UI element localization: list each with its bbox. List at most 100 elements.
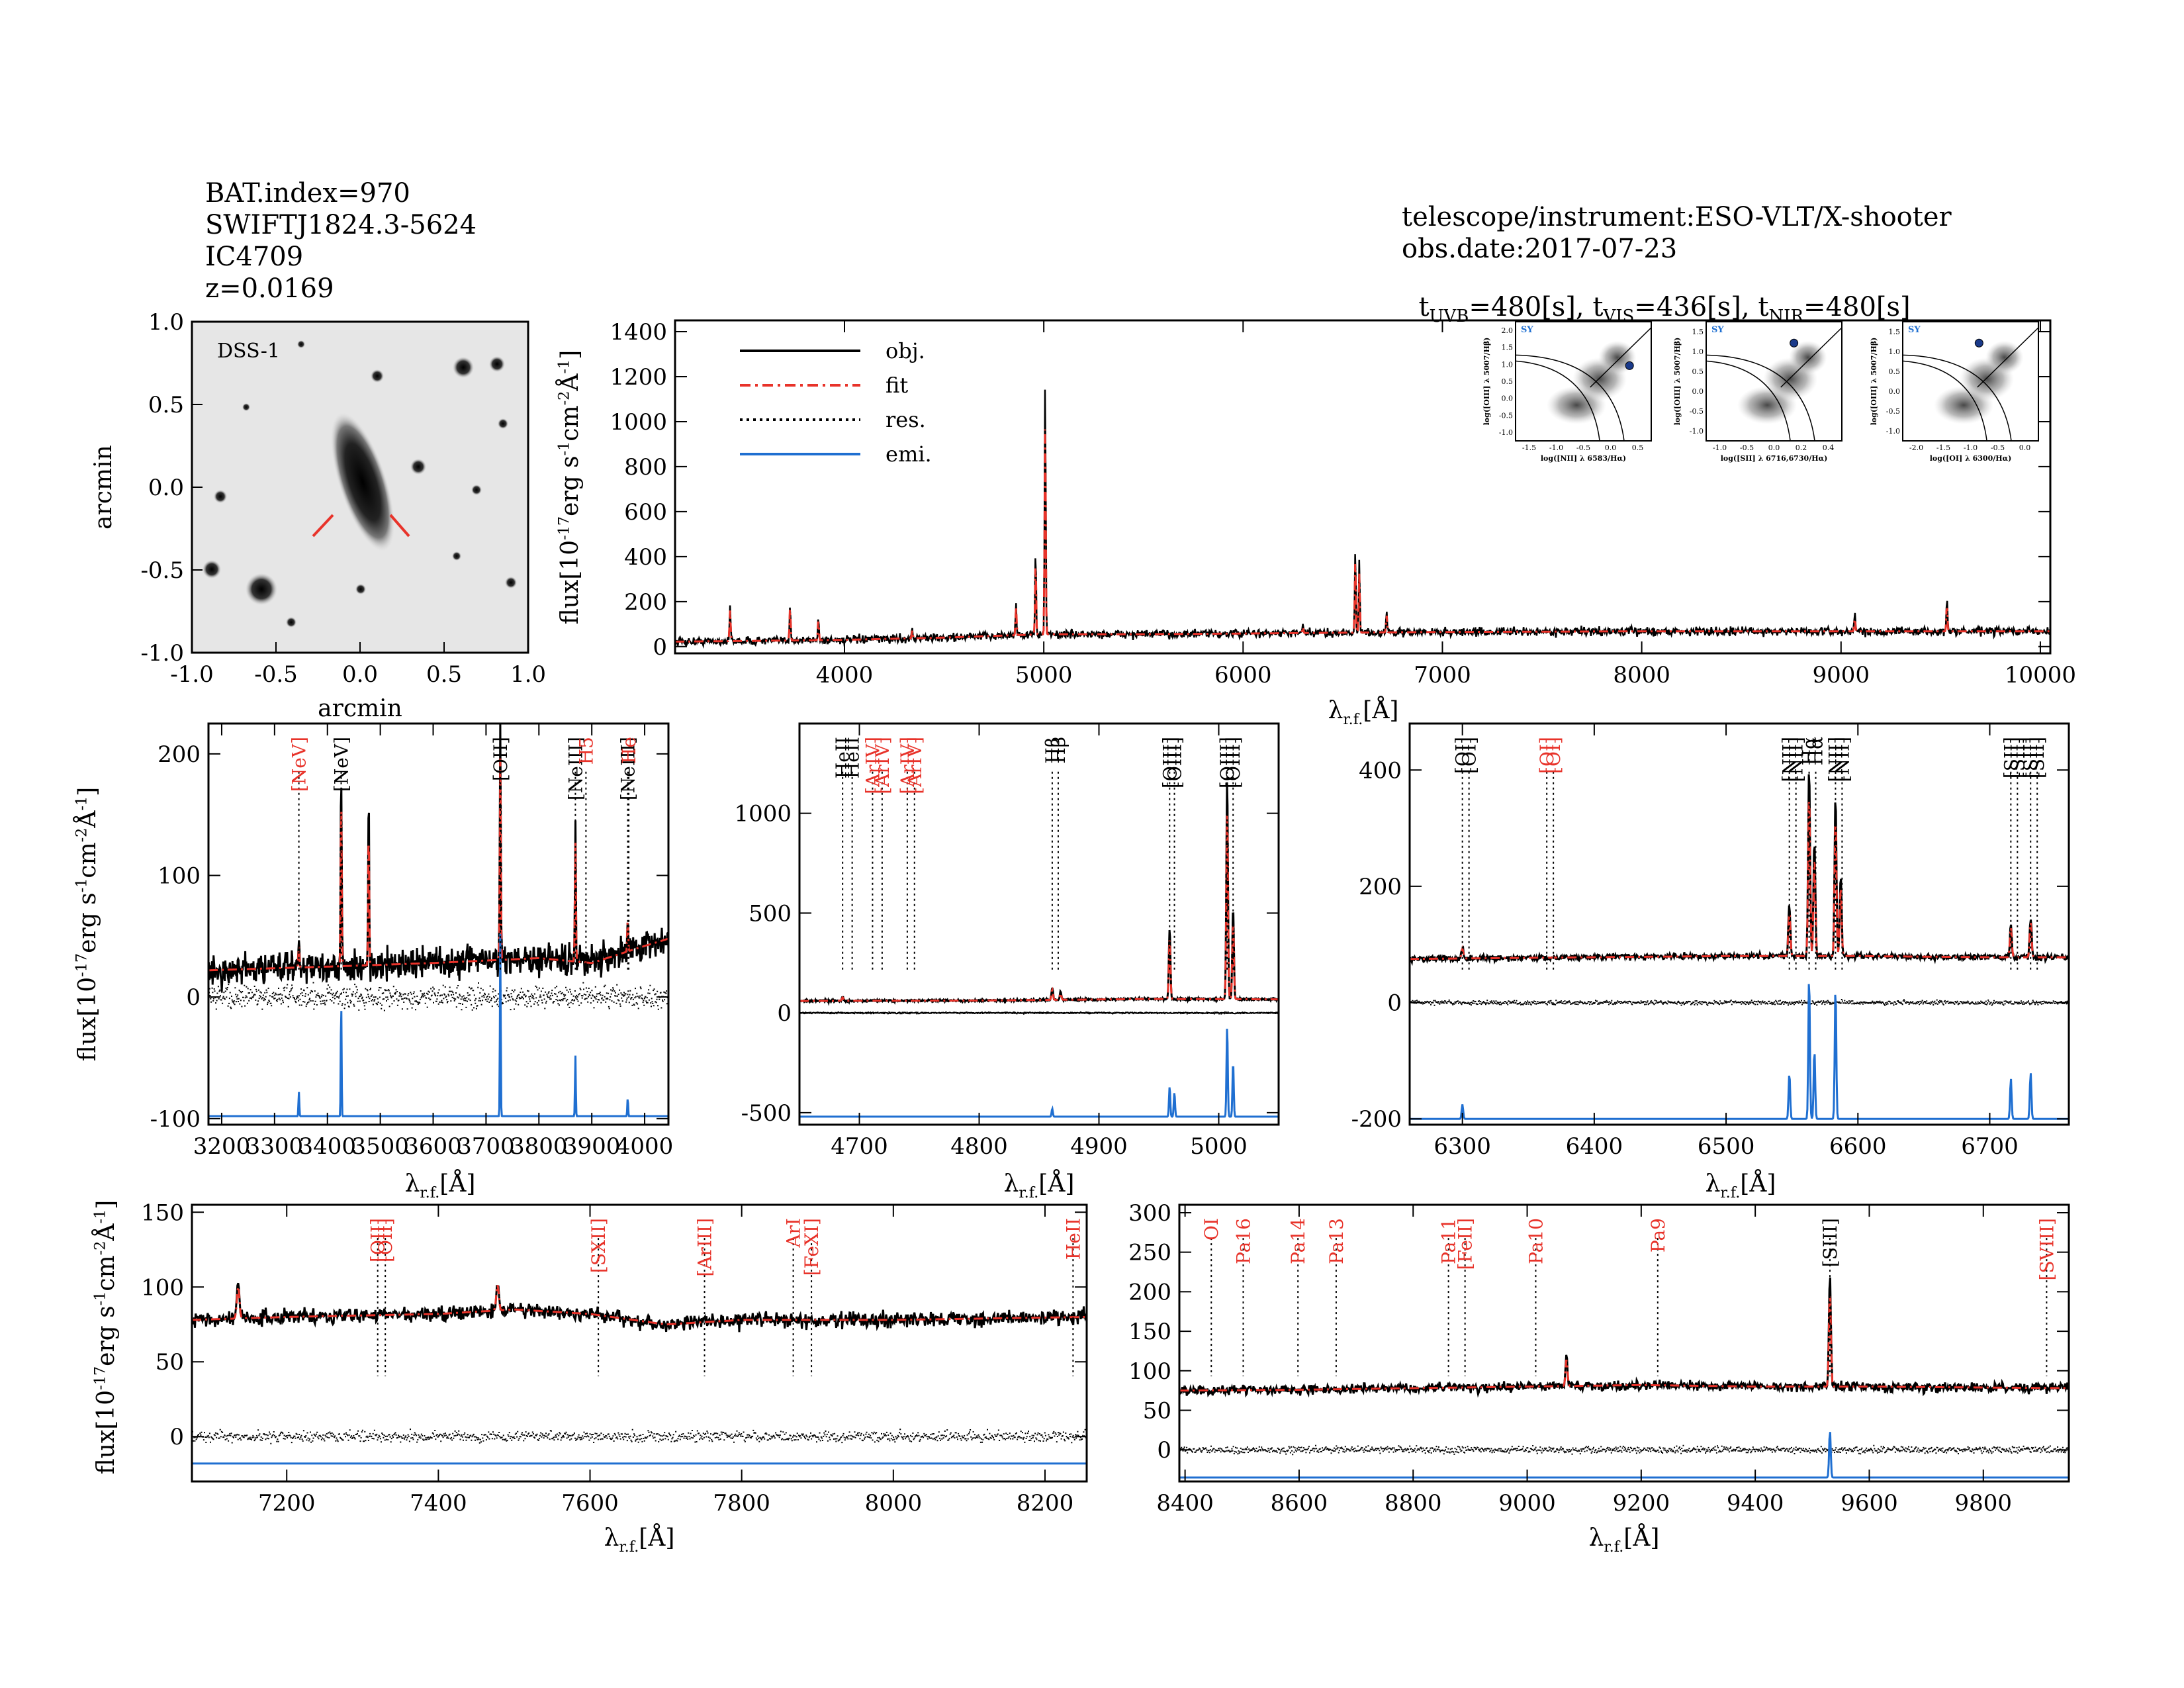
y-tick-label: 1200	[610, 364, 667, 391]
x-tick-label: 9400	[1727, 1490, 1784, 1517]
flux-label-part: flux[10	[74, 977, 101, 1061]
bpt-curve	[1515, 360, 1600, 442]
flux-label-part: erg s	[74, 892, 101, 953]
line-marker-label: [OII]	[367, 1218, 389, 1262]
line-marker-label: Pa13	[1326, 1218, 1347, 1264]
y-tick-label: 200	[158, 741, 201, 768]
t-vis: t	[1584, 292, 1604, 322]
legend-label: fit	[886, 373, 908, 398]
x-tick-label: 9800	[1955, 1490, 2013, 1517]
bpt-x-tick-label: -2.0	[1909, 444, 1923, 452]
line-marker-label: Hα	[1805, 737, 1827, 765]
dss-image-panel: DSS-1 -1.0 -0.5 0.0 0.5 1.01.00.50.0-0.5-1.0…	[90, 309, 546, 722]
star-marker	[214, 490, 227, 503]
object-spectrum	[799, 782, 1279, 1006]
line-marker-label: Hβ	[1042, 737, 1064, 764]
slit-marker-right	[389, 514, 410, 538]
object-spectrum	[675, 389, 2050, 649]
y-tick-label: -100	[150, 1106, 201, 1133]
y-tick-label: -1.0	[140, 640, 184, 667]
flux-label-part: cm	[74, 842, 101, 878]
line-marker-label: [OI]	[1543, 737, 1565, 774]
line-marker-label: [ArIV]	[904, 737, 926, 794]
dss-xlabel: arcmin	[318, 695, 402, 722]
x-tick-label: 9200	[1613, 1490, 1670, 1517]
galaxy-blob	[330, 412, 395, 552]
swift-name: SWIFTJ1824.3-5624	[205, 210, 477, 240]
lambda-subscript: r.f.	[619, 1538, 639, 1556]
flux-label-part: -17	[73, 953, 90, 977]
bpt-ylabel: log([OIII] λ 5007/Hβ)	[1870, 338, 1878, 426]
bat-index: BAT.index=970	[205, 178, 410, 209]
y-tick-label: -0.5	[140, 557, 184, 584]
x-tick-label: -1.0	[170, 661, 214, 688]
x-tick-label: 3900	[563, 1133, 621, 1160]
line-marker-label: Pa11	[1438, 1218, 1460, 1264]
y-tick-label: 200	[1128, 1279, 1171, 1305]
bpt-y-tick-label: -0.5	[1499, 411, 1513, 420]
full-spectrum-panel: 4000 5000 6000 7000 8000 9000 10000 0 200 400 600 8…	[555, 319, 2076, 728]
flux-label-part: -17	[555, 516, 572, 540]
zoom-panel-halpha: [OI][OI] [OI][OI] [NII][NII]HαHα[NII][NII]…	[1351, 722, 2070, 1201]
flux-label-part: -2	[555, 391, 572, 406]
bpt-y-tick-label: -0.5	[1690, 407, 1704, 416]
residual-series	[799, 1011, 1279, 1015]
residual-series	[192, 1429, 1087, 1444]
y-tick-label: 400	[624, 544, 667, 571]
x-tick-label: 6000	[1214, 662, 1272, 688]
line-marker-label: ArI	[783, 1218, 805, 1248]
y-tick-label: 1000	[734, 801, 792, 827]
bpt-line	[1977, 327, 2039, 388]
bpt-x-tick-label: 0.5	[1632, 444, 1644, 452]
star-marker	[286, 617, 296, 628]
bpt-x-tick-label: -1.0	[1549, 444, 1563, 452]
x-tick-label: 3200	[193, 1133, 251, 1160]
flux-label-part: cm	[557, 405, 584, 441]
line-marker-label: [OIII]	[1159, 737, 1181, 788]
line-marker-label: [NII]	[1786, 737, 1807, 782]
line-marker-label: [SXII]	[588, 1218, 610, 1273]
plot-frame	[798, 722, 1280, 1126]
x-tick-label: 8200	[1017, 1490, 1074, 1517]
lambda-unit: [Å]	[639, 1524, 674, 1552]
x-tick-label: 8600	[1271, 1490, 1328, 1517]
plot-area	[1410, 771, 2069, 1120]
t-nir-val: =480[s]	[1803, 292, 1911, 322]
y-tick-label: -200	[1351, 1106, 1402, 1133]
flux-label-part: flux[10	[93, 1390, 120, 1474]
line-marker-label: [NeV]	[289, 737, 310, 792]
lambda-unit: [Å]	[1623, 1524, 1659, 1552]
legend-label: res.	[886, 407, 926, 432]
legend: obj. fit res. emi.	[740, 338, 932, 467]
y-tick-label: 1.0	[148, 309, 184, 336]
line-marker-label: [OII]	[490, 737, 512, 781]
flux-label-part: cm	[93, 1255, 120, 1291]
flux-label-part: -1	[91, 1291, 109, 1306]
line-marker-label: Hα	[1799, 737, 1821, 765]
x-tick-label: 5000	[1190, 1133, 1248, 1160]
x-tick-label: 8800	[1385, 1490, 1442, 1517]
star-marker	[371, 369, 384, 383]
line-marker-label: [OIII]	[1222, 737, 1244, 788]
lambda-axis-label: λr.f.[Å]	[604, 1524, 675, 1556]
object-spectrum	[1410, 774, 2069, 966]
fit-spectrum	[192, 1285, 1087, 1326]
bpt-x-tick-label: -1.5	[1936, 444, 1950, 452]
x-tick-label: 5000	[1015, 662, 1073, 688]
bpt-density	[1985, 340, 2024, 375]
y-tick-label: 500	[749, 900, 792, 927]
bpt-y-tick-label: 0.5	[1502, 377, 1514, 386]
lambda-axis-label: λr.f.[Å]	[1706, 1170, 1776, 1201]
bpt-y-tick-label: 0.0	[1692, 387, 1704, 396]
lambda-symbol: λ	[1004, 1170, 1019, 1197]
bpt-line	[1590, 327, 1652, 388]
line-marker-label: [ArIV]	[897, 737, 919, 794]
bpt-y-tick-label: 1.0	[1502, 360, 1514, 369]
bpt-y-tick-label: 0.0	[1889, 387, 1901, 396]
bpt-density	[1789, 340, 1827, 375]
flux-label-part: -1	[73, 878, 90, 893]
line-marker-label: [NeIII]	[565, 737, 586, 800]
bpt-frame	[1515, 321, 1652, 442]
residual-series	[1410, 999, 2069, 1006]
x-tick-label: 7400	[410, 1490, 467, 1517]
